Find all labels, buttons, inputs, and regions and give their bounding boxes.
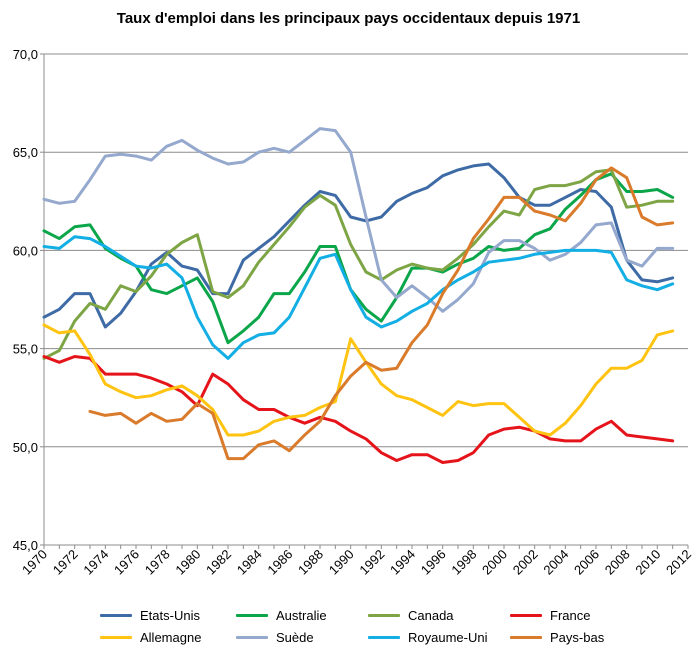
x-tick-label: 1976 xyxy=(111,547,142,578)
legend-swatch xyxy=(100,613,132,617)
x-tick-label: 2012 xyxy=(663,547,694,578)
legend-label: Suède xyxy=(276,629,314,645)
x-tick-label: 2010 xyxy=(632,547,663,578)
legend-item: Suède xyxy=(236,628,314,646)
series-line-australie xyxy=(42,172,675,345)
x-tick-label: 1978 xyxy=(142,547,173,578)
x-tick-label: 2004 xyxy=(540,547,571,578)
series-line-allemagne xyxy=(42,323,675,437)
y-tick-label: 45,0 xyxy=(13,538,38,553)
x-tick-label: 1980 xyxy=(172,547,203,578)
legend-label: Etats-Unis xyxy=(140,607,200,623)
series-line-pays-bas xyxy=(88,166,675,461)
x-tick-label: 1990 xyxy=(326,547,357,578)
x-tick-label: 2008 xyxy=(602,547,633,578)
y-tick-label: 55,0 xyxy=(13,342,38,357)
x-tick-label: 1974 xyxy=(80,547,111,578)
legend-label: Australie xyxy=(276,607,327,623)
x-tick-label: 2002 xyxy=(510,547,541,578)
series-line-canada xyxy=(42,168,675,360)
legend-label: Pays-bas xyxy=(550,629,605,645)
legend-item: Australie xyxy=(236,606,327,624)
y-tick-label: 60,0 xyxy=(13,243,38,258)
series-lines xyxy=(42,127,675,464)
legend-label: France xyxy=(550,607,591,623)
legend-swatch xyxy=(368,635,400,639)
legend-swatch xyxy=(510,635,542,639)
legend-swatch xyxy=(510,613,542,617)
series-line-su-de xyxy=(42,127,675,313)
series-line-royaume-uni xyxy=(42,235,675,360)
legend-swatch xyxy=(100,635,132,639)
x-tick-label: 1996 xyxy=(418,547,449,578)
legend-item: Pays-bas xyxy=(510,628,604,646)
y-tick-label: 70,0 xyxy=(13,47,38,62)
legend-swatch xyxy=(368,613,400,617)
x-tick-label: 2000 xyxy=(479,547,510,578)
series-line-france xyxy=(42,355,675,464)
legend-item: Allemagne xyxy=(100,628,201,646)
x-tick-label: 1992 xyxy=(356,547,387,578)
x-tick-label: 1986 xyxy=(264,547,295,578)
y-tick-label: 50,0 xyxy=(13,440,38,455)
legend-label: Canada xyxy=(408,607,454,623)
legend-item: Royaume-Uni xyxy=(368,628,487,646)
gridlines xyxy=(44,53,688,448)
x-tick-label: 1972 xyxy=(50,547,81,578)
x-tick-label: 2006 xyxy=(571,547,602,578)
legend-item: France xyxy=(510,606,590,624)
x-tick-label: 1998 xyxy=(448,547,479,578)
chart-title: Taux d'emploi dans les principaux pays o… xyxy=(116,10,581,27)
legend-item: Etats-Unis xyxy=(100,606,200,624)
legend-swatch xyxy=(236,635,268,639)
x-tick-label: 1982 xyxy=(203,547,234,578)
legend-label: Royaume-Uni xyxy=(408,629,488,645)
y-tick-label: 65,0 xyxy=(13,145,38,160)
x-tick-label: 1984 xyxy=(234,547,265,578)
legend-item: Canada xyxy=(368,606,454,624)
x-tick-label: 1988 xyxy=(295,547,326,578)
x-tick-label: 1994 xyxy=(387,547,418,578)
legend-swatch xyxy=(236,613,268,617)
legend-label: Allemagne xyxy=(140,629,202,645)
